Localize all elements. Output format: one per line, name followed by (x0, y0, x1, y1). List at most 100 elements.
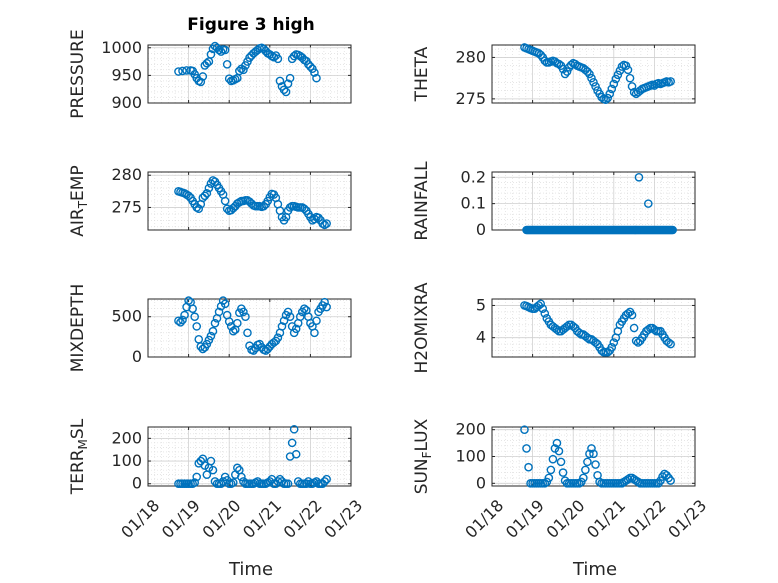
y-axis-label: AIRTEMP (68, 165, 90, 236)
data-point (220, 45, 230, 55)
y-axis-label: TERRMSL (68, 418, 90, 495)
data-point (623, 309, 633, 318)
data-point (666, 476, 675, 485)
data-point (235, 66, 244, 76)
y-tick-label: 5 (476, 295, 486, 314)
data-point (544, 473, 554, 483)
data-point (204, 335, 214, 345)
data-point (188, 304, 197, 313)
y-axis-label-main: AIR (68, 208, 88, 237)
x-axis-label-right: Time (572, 559, 617, 580)
y-tick-label: 1000 (101, 38, 142, 57)
data-point (184, 191, 193, 201)
data-point (182, 66, 191, 75)
data-point (589, 77, 598, 87)
y-axis-label-rest: LUX (412, 418, 432, 451)
data-point (259, 201, 269, 211)
data-point (595, 477, 604, 487)
data-point (224, 74, 234, 83)
y-tick-label: 280 (455, 47, 486, 66)
y-tick-label: 0 (476, 473, 486, 492)
data-point (289, 424, 299, 434)
data-point (552, 438, 562, 448)
data-point (291, 324, 301, 334)
y-tick-label: 0.2 (461, 167, 486, 186)
data-point (546, 465, 556, 475)
data-point (178, 315, 187, 325)
x-tick-label: 01/19 (502, 496, 548, 542)
data-point (538, 304, 548, 313)
x-tick-label: 01/23 (664, 496, 710, 542)
data-point (202, 188, 212, 198)
data-point (176, 318, 185, 327)
subplot-theta: 275 280 THETA (412, 43, 696, 108)
data-point (558, 468, 568, 477)
data-point (520, 425, 529, 434)
data-point (540, 309, 550, 318)
x-tick-label: 01/18 (461, 496, 507, 542)
data-point (287, 438, 297, 448)
data-point (668, 225, 677, 235)
data-point (524, 462, 533, 472)
data-point (666, 339, 675, 349)
y-axis-label-subscript: F (420, 451, 434, 458)
data-point (300, 304, 309, 313)
data-point (552, 325, 562, 334)
x-tick-label: 01/21 (583, 496, 629, 542)
data-point (585, 69, 594, 79)
data-point (235, 308, 244, 317)
data-point (190, 478, 199, 487)
data-point (585, 449, 594, 459)
axis-frame (491, 426, 696, 487)
data-point (312, 316, 321, 326)
data-point (228, 478, 238, 487)
x-tick-label: 01/23 (320, 496, 366, 542)
data-point (320, 297, 329, 307)
data-point (566, 60, 576, 70)
x-axis-label-left: Time (228, 559, 273, 580)
axis-frame (147, 426, 352, 487)
data-point (269, 52, 279, 62)
data-point (216, 47, 226, 56)
data-point (623, 474, 633, 484)
data-point (196, 77, 206, 87)
data-point (607, 343, 617, 352)
y-tick-label: 0.1 (461, 194, 486, 213)
data-point (206, 456, 216, 466)
data-point (210, 318, 220, 328)
data-point (611, 74, 621, 84)
data-point (241, 312, 250, 322)
data-point (206, 331, 216, 341)
data-point (536, 299, 546, 309)
x-tick-label: 01/22 (624, 496, 670, 542)
axis-frame (147, 44, 352, 104)
data-point (233, 318, 242, 328)
data-point (601, 95, 610, 104)
data-point (194, 204, 204, 214)
data-point (202, 339, 212, 349)
axis-frame (491, 298, 696, 358)
y-axis-label-main: TERR (68, 449, 88, 495)
data-point (192, 472, 202, 482)
y-axis-label-rest: SL (68, 418, 88, 439)
y-axis-label: MIXDEPTH (68, 284, 88, 373)
data-point (214, 307, 224, 317)
data-point (206, 50, 216, 59)
data-point (300, 204, 309, 214)
data-point (180, 310, 189, 320)
x-tick-label: 01/21 (239, 496, 285, 542)
data-point (656, 476, 665, 485)
subplot-air-temp: 275 280 AIRTEMP (68, 165, 352, 237)
x-tick-label: 01/19 (158, 496, 204, 542)
figure-title: Figure 3 high (187, 15, 315, 35)
y-tick-label: 0 (132, 347, 142, 366)
data-point (237, 472, 246, 482)
y-tick-label: 500 (111, 307, 142, 326)
y-tick-label: 200 (455, 420, 486, 439)
data-point (650, 325, 659, 334)
y-axis-label-rest: EMP (68, 165, 88, 201)
y-tick-label: 200 (111, 428, 142, 447)
x-tick-label: 01/20 (198, 496, 244, 542)
